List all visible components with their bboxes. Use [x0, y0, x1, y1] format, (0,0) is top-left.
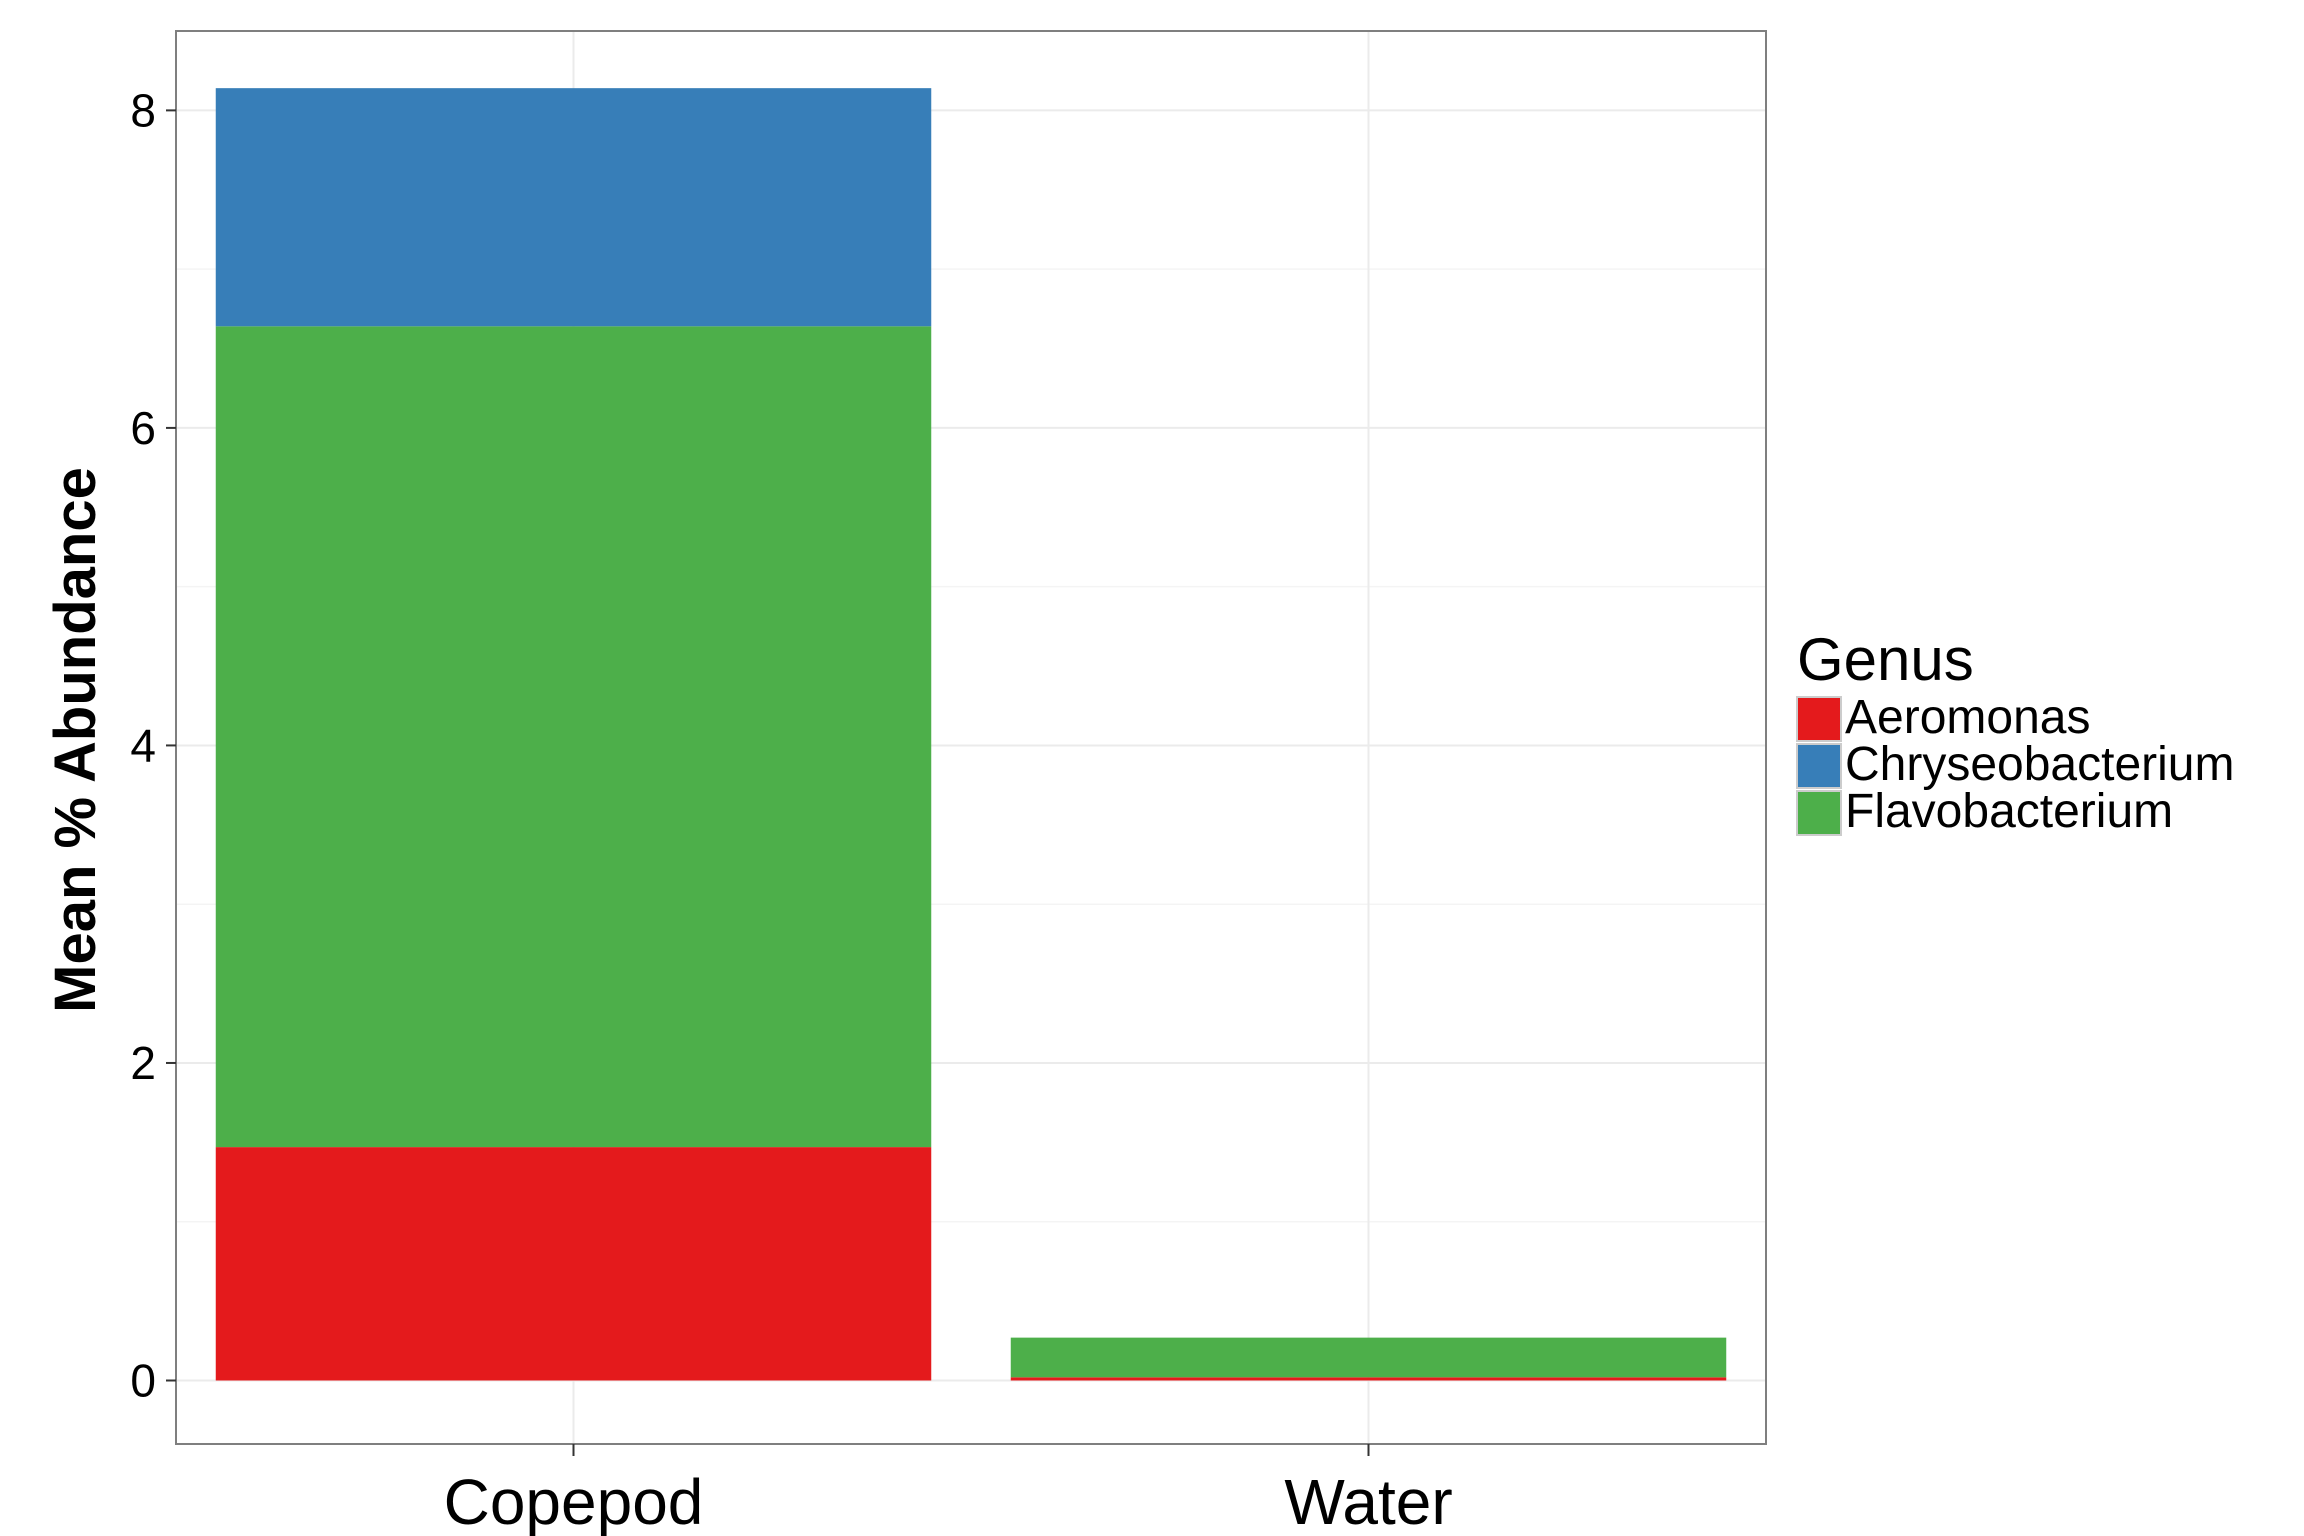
plot-panel-border: [175, 30, 1767, 1445]
x-tick-label: Water: [1284, 1466, 1452, 1536]
bar-water-aeromonas: [1010, 1377, 1727, 1381]
axes: 0 2 4 6 8 Copepod Water: [130, 84, 1452, 1536]
bar-copepod-chryseobacterium: [215, 88, 932, 327]
legend-key-aeromonas: [1796, 696, 1842, 742]
legend-label-flavobacterium: Flavobacterium: [1845, 785, 2173, 838]
legend-label-aeromonas: Aeromonas: [1845, 691, 2090, 744]
bar-copepod-flavobacterium: [215, 326, 932, 1148]
bars: [215, 88, 1727, 1381]
y-axis-title: Mean % Abundance: [43, 467, 108, 1013]
legend-key-flavobacterium: [1796, 790, 1842, 836]
y-tick-label: 8: [130, 84, 156, 136]
legend-title: Genus: [1797, 626, 1974, 693]
bar-water-flavobacterium: [1010, 1337, 1727, 1378]
legend-label-chryseobacterium: Chryseobacterium: [1845, 738, 2234, 791]
y-tick-label: 2: [130, 1037, 156, 1089]
bar-copepod-aeromonas: [215, 1147, 932, 1381]
y-tick-label: 6: [130, 402, 156, 454]
y-tick-label: 4: [130, 719, 156, 771]
x-tick-label: Copepod: [444, 1466, 704, 1536]
legend-key-chryseobacterium: [1796, 743, 1842, 789]
y-tick-label: 0: [130, 1354, 156, 1406]
legend: GenusAeromonasChryseobacteriumFlavobacte…: [1796, 626, 2234, 838]
